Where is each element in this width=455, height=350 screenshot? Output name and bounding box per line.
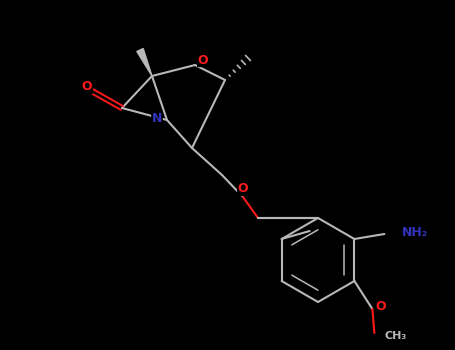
Text: O: O — [197, 54, 208, 66]
Text: O: O — [82, 80, 92, 93]
Text: O: O — [375, 301, 386, 314]
Text: O: O — [238, 182, 248, 196]
Text: N: N — [152, 112, 162, 125]
Text: CH₃: CH₃ — [384, 331, 407, 341]
Polygon shape — [137, 49, 152, 76]
Text: NH₂: NH₂ — [402, 225, 429, 238]
